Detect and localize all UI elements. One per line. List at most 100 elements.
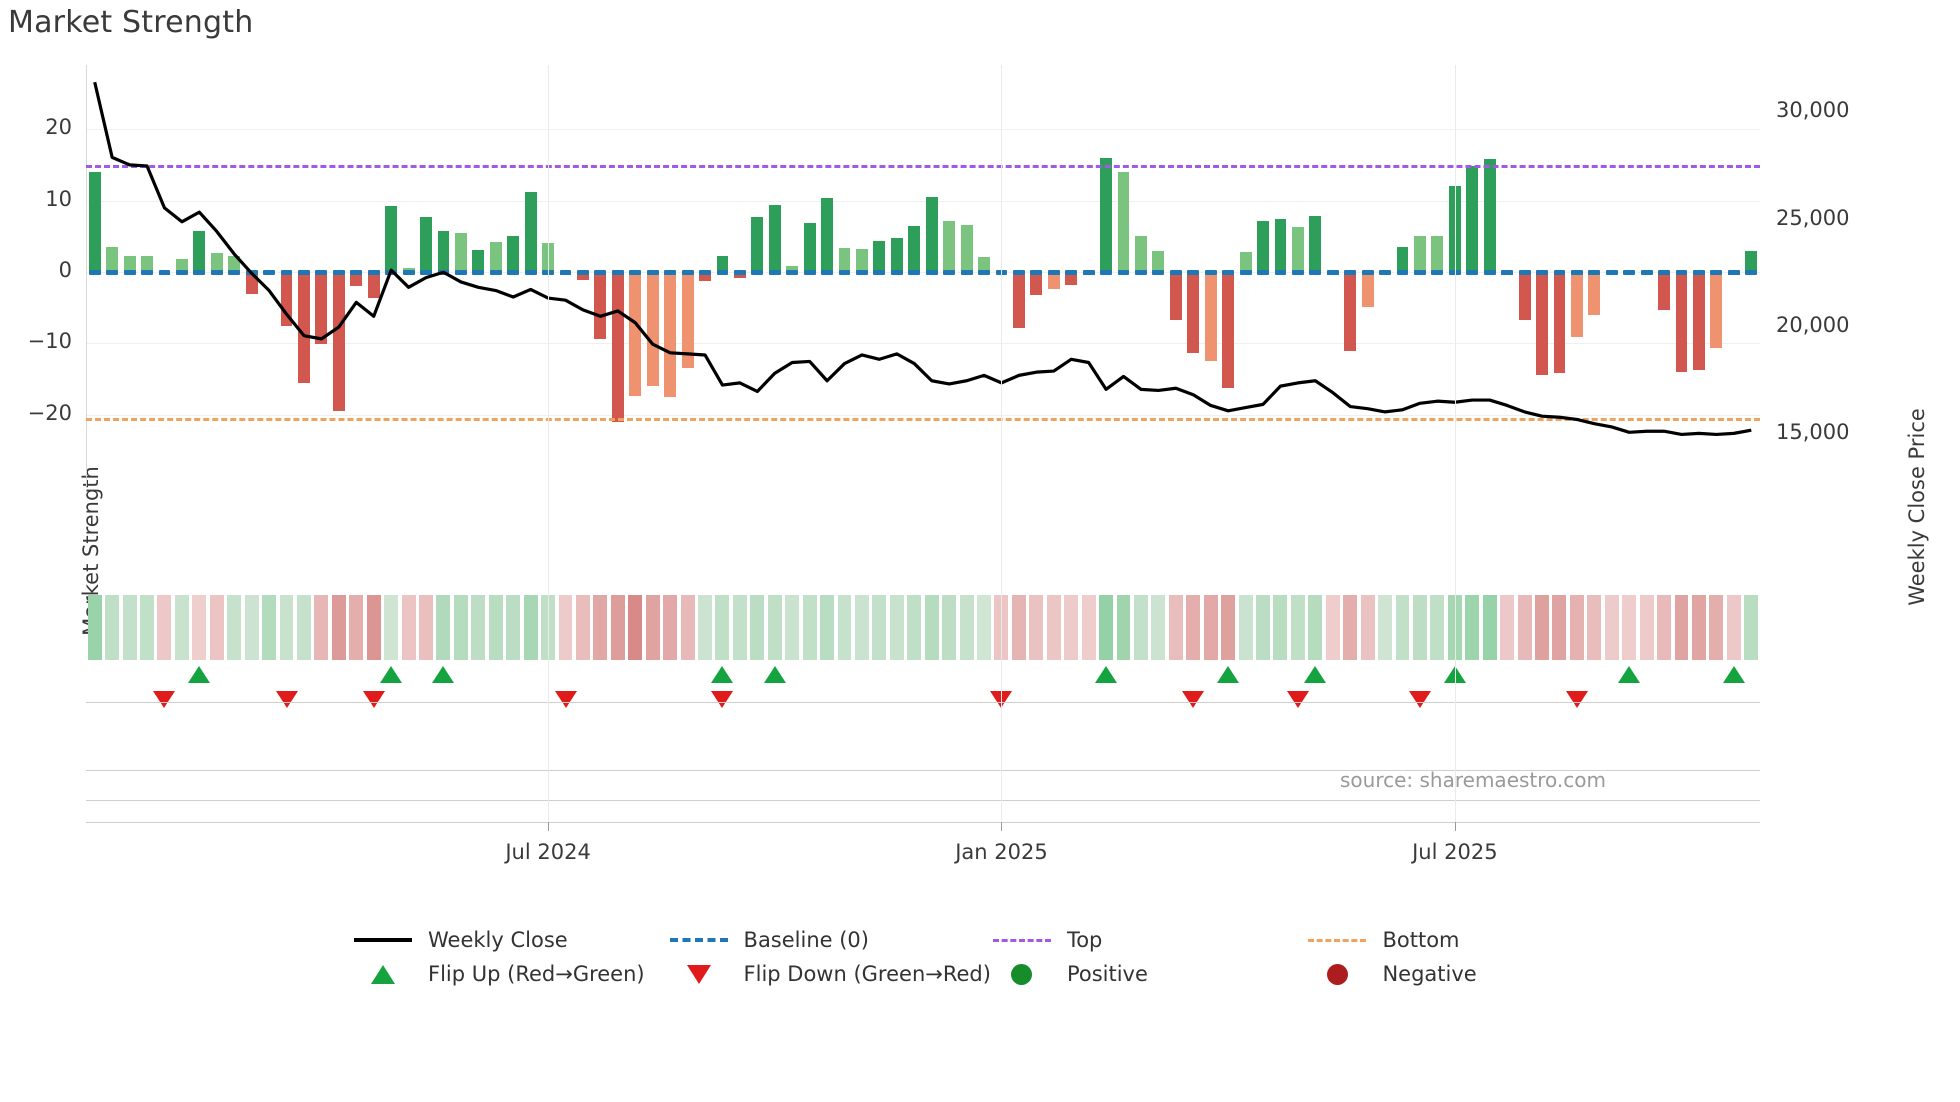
legend-item[interactable]: Weekly Close bbox=[352, 928, 668, 952]
strength-bar bbox=[908, 225, 921, 272]
heatmap-cell bbox=[1726, 595, 1741, 660]
strength-bar bbox=[1553, 271, 1566, 373]
flip-down-marker bbox=[1182, 691, 1205, 708]
baseline-zero-segment bbox=[577, 269, 589, 275]
lower-axis-spine bbox=[86, 770, 1760, 771]
heatmap-cell bbox=[820, 595, 835, 660]
baseline-zero-segment bbox=[1117, 269, 1130, 275]
heatmap-cell bbox=[1046, 595, 1061, 660]
strength-bar bbox=[193, 231, 206, 272]
baseline-zero-segment bbox=[1396, 269, 1409, 275]
baseline-zero-segment bbox=[1239, 269, 1252, 275]
chart-legend: Weekly Close Baseline (0) Top Bottom Flip Up… bbox=[352, 928, 1622, 986]
heatmap-cell bbox=[1657, 595, 1672, 660]
strength-bar bbox=[594, 271, 607, 339]
flip-down-marker bbox=[711, 691, 734, 708]
strength-bar bbox=[1588, 271, 1601, 315]
strength-bar bbox=[437, 230, 450, 272]
x-axis-tick-line bbox=[1454, 65, 1456, 822]
heatmap-cell bbox=[680, 595, 695, 660]
baseline-zero-segment bbox=[786, 269, 799, 275]
flip-down-marker bbox=[1565, 691, 1588, 708]
legend-item-label: Positive bbox=[1066, 962, 1148, 986]
legend-item[interactable]: Top bbox=[991, 928, 1307, 952]
strength-bar bbox=[524, 192, 537, 272]
baseline-zero-segment bbox=[1152, 269, 1165, 275]
heatmap-cell bbox=[523, 595, 538, 660]
baseline-zero-segment bbox=[1047, 269, 1060, 275]
strength-bar bbox=[454, 233, 467, 272]
heatmap-cell bbox=[1395, 595, 1410, 660]
heatmap-cell bbox=[1238, 595, 1253, 660]
heatmap-cell bbox=[331, 595, 346, 660]
heatmap-cell bbox=[1500, 595, 1515, 660]
x-axis-tick-line bbox=[548, 65, 550, 822]
strength-bar bbox=[1204, 271, 1217, 362]
heatmap-cell bbox=[767, 595, 782, 660]
heatmap-cell bbox=[157, 595, 172, 660]
x-axis-baseline bbox=[86, 822, 1760, 823]
plot-left-spine bbox=[86, 65, 87, 486]
strength-bar bbox=[1187, 271, 1200, 353]
flip-up-marker bbox=[1095, 666, 1118, 683]
heatmap-cell bbox=[1430, 595, 1445, 660]
legend-item[interactable]: Bottom bbox=[1306, 928, 1622, 952]
baseline-zero-segment bbox=[733, 269, 746, 275]
strength-bar bbox=[1012, 271, 1025, 328]
heatmap-cell bbox=[715, 595, 730, 660]
strength-bar bbox=[1135, 236, 1147, 272]
y-axis-right-tick: 30,000 bbox=[1776, 98, 1850, 123]
strength-bar bbox=[768, 204, 781, 272]
heatmap-cell bbox=[1744, 595, 1759, 660]
heatmap-cell bbox=[296, 595, 311, 660]
baseline-zero-segment bbox=[210, 269, 223, 275]
legend-item-label: Flip Up (Red→Green) bbox=[428, 962, 645, 986]
heatmap-cell bbox=[1011, 595, 1026, 660]
heatmap-cell bbox=[227, 595, 242, 660]
baseline-zero-segment bbox=[1012, 269, 1025, 275]
baseline-zero-segment bbox=[1187, 269, 1200, 275]
baseline-zero-segment bbox=[263, 269, 275, 275]
heatmap-cell bbox=[1203, 595, 1218, 660]
legend-item[interactable]: Positive bbox=[991, 962, 1307, 986]
heatmap-cell bbox=[122, 595, 137, 660]
baseline-zero-segment bbox=[838, 269, 851, 275]
flip-down-marker bbox=[362, 691, 385, 708]
heatmap-cell bbox=[488, 595, 503, 660]
baseline-zero-segment bbox=[350, 269, 363, 275]
baseline-zero-segment bbox=[315, 269, 328, 275]
legend-key bbox=[352, 929, 414, 951]
legend-item[interactable]: Flip Down (Green→Red) bbox=[668, 962, 991, 986]
flip-up-marker bbox=[432, 666, 455, 683]
baseline-zero-segment bbox=[1623, 269, 1636, 275]
strength-bar bbox=[1570, 271, 1583, 337]
heatmap-cell bbox=[663, 595, 678, 660]
heatmap-cell bbox=[453, 595, 468, 660]
heatmap-cell bbox=[1099, 595, 1114, 660]
baseline-zero-segment bbox=[699, 269, 711, 275]
legend-key bbox=[991, 963, 1053, 985]
baseline-zero-segment bbox=[908, 269, 921, 275]
baseline-zero-segment bbox=[228, 269, 241, 275]
heatmap-cell bbox=[314, 595, 329, 660]
heatmap-cell bbox=[1691, 595, 1706, 660]
strength-bar bbox=[629, 271, 642, 397]
baseline-zero-segment bbox=[803, 269, 816, 275]
y-axis-right-tick: 20,000 bbox=[1776, 313, 1850, 338]
baseline-zero-segment bbox=[873, 269, 886, 275]
legend-item[interactable]: Negative bbox=[1306, 962, 1622, 986]
strength-bar bbox=[1518, 271, 1531, 321]
strength-bar bbox=[106, 246, 119, 272]
strength-bar bbox=[280, 271, 293, 327]
legend-item[interactable]: Flip Up (Red→Green) bbox=[352, 962, 668, 986]
x-axis-tick-mark bbox=[1454, 822, 1456, 831]
heatmap-cell bbox=[889, 595, 904, 660]
heatmap-cell bbox=[1360, 595, 1375, 660]
legend-key bbox=[668, 963, 730, 985]
heatmap-cell bbox=[1273, 595, 1288, 660]
baseline-zero-segment bbox=[175, 269, 188, 275]
legend-item[interactable]: Baseline (0) bbox=[668, 928, 991, 952]
baseline-zero-segment bbox=[141, 269, 153, 275]
baseline-zero-segment bbox=[1605, 269, 1618, 275]
